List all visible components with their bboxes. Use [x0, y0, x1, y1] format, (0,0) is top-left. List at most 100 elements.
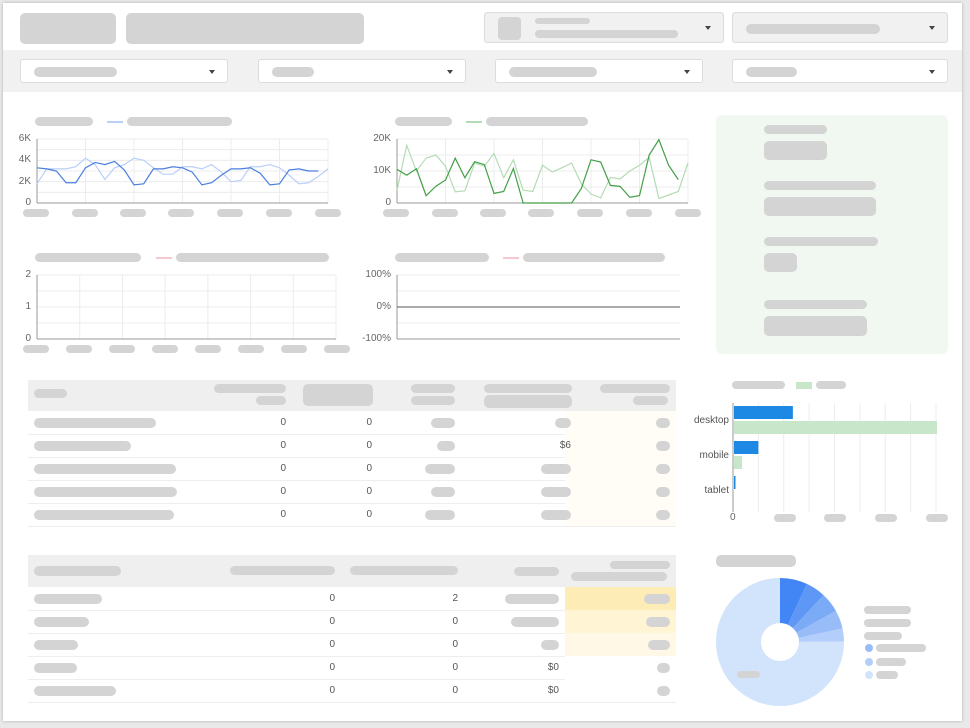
cell-value: 0 [329, 662, 335, 673]
date-range-selector[interactable] [732, 12, 948, 43]
cell-value: 2 [452, 593, 458, 604]
legend-label-placeholder [127, 117, 232, 126]
cell-value: 0 [280, 440, 286, 451]
bar-desktop-series-2 [734, 421, 937, 434]
y-tick-label: 2 [25, 269, 31, 280]
legend-label-placeholder [876, 658, 906, 666]
column-header-placeholder [514, 567, 559, 576]
x-tick-label-placeholder [195, 345, 221, 353]
x-tick-label-placeholder [528, 209, 554, 217]
column-header-placeholder [411, 396, 455, 405]
pie-slice-1[interactable] [780, 578, 807, 625]
filter-bar [3, 50, 962, 92]
cell-value-placeholder [431, 487, 455, 497]
pie-slice-3[interactable] [792, 595, 836, 633]
cell-value-placeholder [646, 617, 670, 627]
cell-value: $0 [547, 662, 559, 673]
cell-value: 0 [366, 417, 372, 428]
cell-value: 0 [329, 639, 335, 650]
series-line-2 [396, 138, 679, 204]
pie-slice-5[interactable] [798, 628, 844, 642]
cell-background [565, 633, 676, 656]
account-selector[interactable] [484, 12, 724, 43]
column-header-placeholder [484, 384, 572, 393]
date-range-placeholder [746, 24, 880, 34]
row-label-placeholder [34, 594, 102, 604]
cell-background [565, 480, 676, 503]
cell-value: 0 [452, 616, 458, 627]
cell-background [565, 587, 676, 610]
chart-title-placeholder [35, 117, 93, 126]
cell-value: 0 [280, 417, 286, 428]
cell-background [565, 457, 676, 480]
chart-title-placeholder [395, 253, 489, 262]
cell-background [565, 656, 676, 679]
kpi-value-placeholder [764, 197, 876, 216]
cell-background [565, 610, 676, 633]
x-tick-label-placeholder [383, 209, 409, 217]
cell-value-placeholder [425, 464, 455, 474]
slice-label-placeholder [737, 671, 760, 678]
x-tick-label-placeholder [315, 209, 341, 217]
x-tick-label-placeholder [168, 209, 194, 217]
column-header-placeholder [411, 384, 455, 393]
cell-value-placeholder [656, 418, 670, 428]
kpi-scorecard-panel [716, 115, 948, 354]
legend-label-placeholder [864, 619, 911, 627]
x-tick-label-placeholder [266, 209, 292, 217]
column-header-placeholder [34, 389, 67, 398]
kpi-label-placeholder [764, 300, 867, 309]
filter-dropdown-1[interactable] [20, 59, 228, 83]
column-header-placeholder [230, 566, 335, 575]
kpi-label-placeholder [764, 237, 878, 246]
row-divider [28, 503, 676, 504]
cell-value: 0 [452, 662, 458, 673]
column-header-placeholder [256, 396, 286, 405]
pie-slice-4[interactable] [796, 610, 843, 638]
y-tick-label: 6K [18, 133, 31, 144]
x-tick-label-placeholder [324, 345, 350, 353]
x-tick-label-placeholder [875, 514, 897, 522]
legend-line-swatch [107, 121, 123, 123]
y-tick-label: 0 [385, 197, 391, 208]
filter-dropdown-2[interactable] [258, 59, 466, 83]
row-divider [28, 679, 676, 680]
cell-background [565, 679, 676, 702]
report-logo-placeholder [20, 13, 116, 44]
x-tick-label-placeholder [217, 209, 243, 217]
cell-background [565, 434, 676, 457]
cell-value-placeholder [505, 594, 559, 604]
cell-value: 0 [452, 639, 458, 650]
y-tick-label: 0% [376, 301, 391, 312]
bar-desktop-series-1 [734, 406, 793, 419]
column-header-placeholder [633, 396, 668, 405]
row-divider [28, 633, 676, 634]
cell-value: 0 [280, 463, 286, 474]
y-tick-label: 1 [25, 301, 31, 312]
cell-value-placeholder [656, 510, 670, 520]
cell-value: 0 [280, 486, 286, 497]
legend-label-placeholder [864, 632, 902, 640]
y-tick-label: 100% [365, 269, 391, 280]
x-tick-label-placeholder [774, 514, 796, 522]
row-divider [28, 702, 676, 703]
row-label-placeholder [34, 617, 89, 627]
column-header-placeholder [34, 566, 121, 576]
x-tick-label-placeholder [120, 209, 146, 217]
row-label-placeholder [34, 418, 156, 428]
kpi-value-placeholder [764, 253, 797, 272]
kpi-label-placeholder [764, 181, 876, 190]
x-tick-label-placeholder [109, 345, 135, 353]
y-tick-label: 4K [18, 154, 31, 166]
filter-dropdown-3[interactable] [495, 59, 703, 83]
row-label-placeholder [34, 464, 176, 474]
column-header-placeholder [484, 395, 572, 408]
column-header-placeholder [303, 384, 373, 406]
pie-slice-2[interactable] [787, 583, 824, 629]
filter-dropdown-4[interactable] [732, 59, 948, 83]
row-divider [28, 526, 676, 527]
